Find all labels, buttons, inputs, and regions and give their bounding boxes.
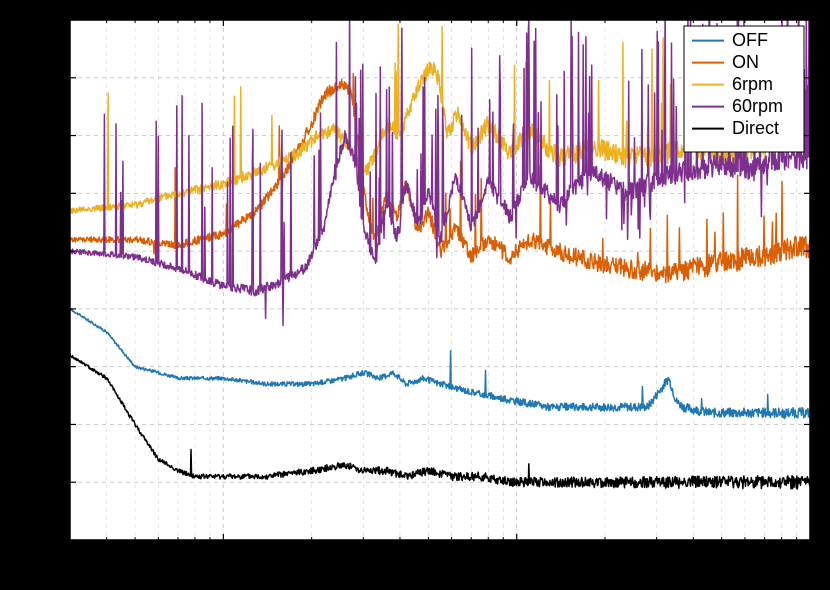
legend-label-off: OFF xyxy=(732,30,768,50)
legend: OFFON6rpm60rpmDirect xyxy=(684,26,804,152)
legend-label-6rpm: 6rpm xyxy=(732,74,773,94)
legend-label-direct: Direct xyxy=(732,118,779,138)
legend-label-on: ON xyxy=(732,52,759,72)
legend-label-60rpm: 60rpm xyxy=(732,96,783,116)
spectrum-chart: OFFON6rpm60rpmDirect xyxy=(0,0,830,590)
